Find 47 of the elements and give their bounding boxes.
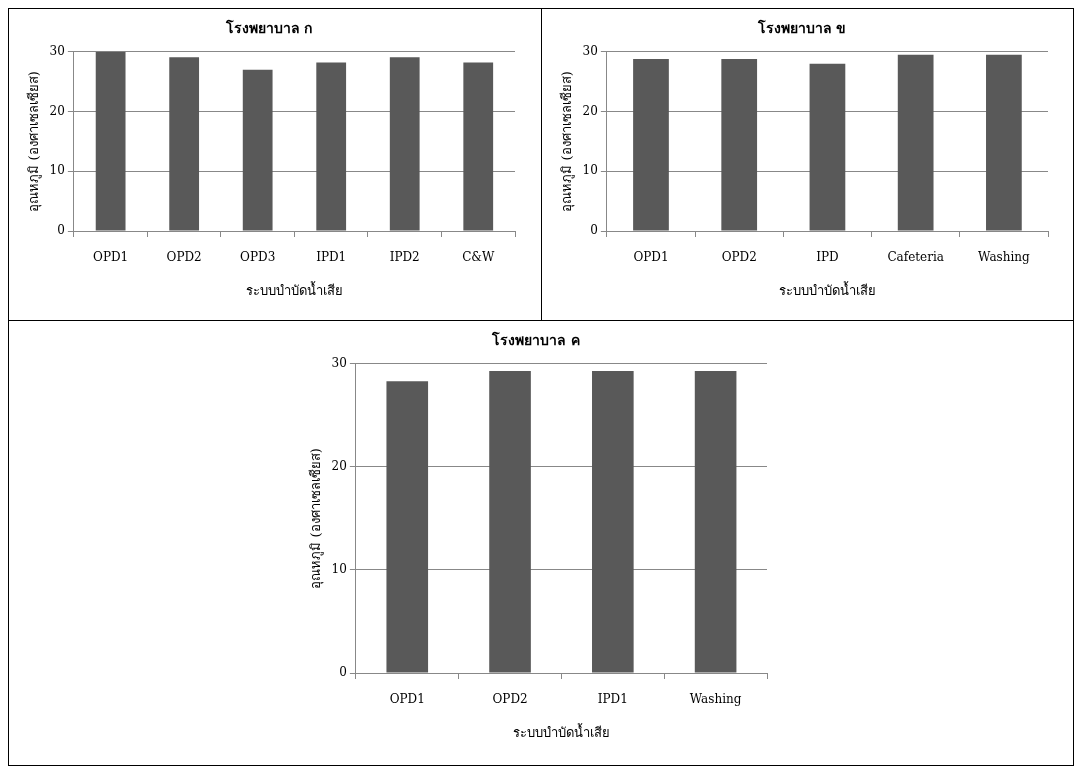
- bar: [632, 58, 669, 231]
- x-tick-label: Washing: [977, 250, 1030, 265]
- x-tick-label: C&W: [462, 250, 495, 265]
- x-tick-label: IPD: [815, 250, 839, 265]
- y-tick-label: 20: [331, 458, 347, 473]
- y-axis-title: อุณหภูมิ (องศาเซลเซียส): [308, 448, 325, 589]
- chart-title: โรงพยาบาล ก: [224, 19, 313, 37]
- y-tick-label: 30: [49, 43, 65, 58]
- x-tick-label: OPD2: [492, 692, 528, 707]
- y-tick-label: 20: [582, 103, 598, 118]
- x-tick-label: OPD1: [93, 250, 129, 265]
- bar: [463, 62, 494, 231]
- y-tick-label: 10: [331, 562, 347, 577]
- x-tick-label: IPD1: [597, 692, 628, 707]
- y-tick-label: 10: [582, 163, 598, 178]
- x-tick-label: OPD2: [721, 250, 757, 265]
- bar: [720, 58, 757, 231]
- x-tick-label: OPD2: [166, 250, 202, 265]
- x-axis-title: ระบบบำบัดน้ำเสีย: [245, 280, 343, 298]
- x-tick-label: IPD2: [389, 250, 420, 265]
- y-tick-label: 0: [57, 223, 65, 238]
- x-tick-label: OPD3: [240, 250, 276, 265]
- bar: [169, 57, 200, 231]
- y-tick-label: 10: [49, 163, 65, 178]
- x-axis-title: ระบบบำบัดน้ำเสีย: [512, 722, 610, 740]
- y-axis-title: อุณหภูมิ (องศาเซลเซียส): [26, 71, 43, 212]
- bar: [809, 63, 845, 231]
- y-tick-label: 0: [589, 223, 598, 238]
- chart-title: โรงพยาบาล ข: [756, 19, 846, 37]
- bar: [389, 57, 420, 231]
- y-tick-label: 30: [582, 43, 598, 58]
- x-tick-label: IPD1: [316, 250, 347, 265]
- bar: [242, 69, 273, 231]
- x-tick-label: OPD1: [632, 250, 669, 265]
- bar: [985, 54, 1022, 231]
- x-axis-title: ระบบบำบัดน้ำเสีย: [778, 280, 876, 298]
- bar: [897, 54, 934, 231]
- x-tick-label: Cafeteria: [886, 250, 944, 265]
- x-tick-label: OPD1: [389, 692, 425, 707]
- y-tick-label: 20: [49, 103, 65, 118]
- y-tick-label: 0: [339, 665, 347, 680]
- x-tick-label: Washing: [689, 692, 742, 707]
- bar: [95, 51, 126, 231]
- chart-title: โรงพยาบาล ค: [491, 331, 580, 349]
- bar: [316, 62, 347, 231]
- y-tick-label: 30: [331, 355, 347, 370]
- y-axis-title: อุณหภูมิ (องศาเซลเซียส): [558, 71, 575, 212]
